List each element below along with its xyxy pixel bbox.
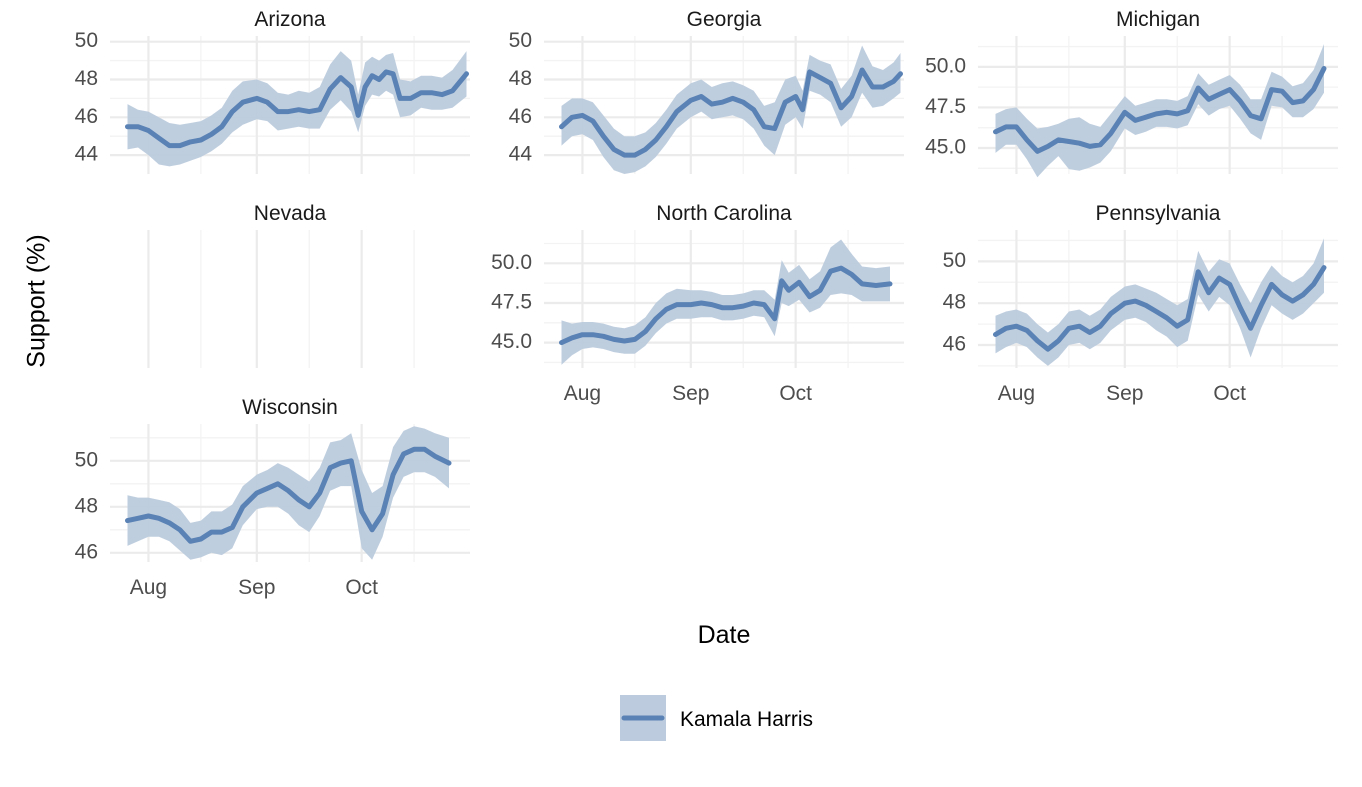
panel-title: Wisconsin: [242, 396, 338, 419]
y-tick-label: 47.5: [925, 95, 966, 118]
panel-title: Michigan: [1116, 8, 1200, 31]
panel-arizona: Arizona 44 46 48 50: [75, 8, 470, 174]
x-tick-label: Aug: [130, 576, 167, 599]
x-tick-label: Oct: [1213, 382, 1246, 405]
confidence-band: [995, 44, 1324, 178]
confidence-band: [995, 238, 1324, 366]
legend-label: Kamala Harris: [680, 708, 813, 731]
panel-pennsylvania: Pennsylvania 46 48 50 Aug Sep Oct: [943, 202, 1338, 405]
y-tick-label: 50: [75, 448, 98, 471]
x-tick-label: Sep: [1106, 382, 1143, 405]
y-tick-label: 50: [75, 29, 98, 52]
x-tick-label: Oct: [345, 576, 378, 599]
trend-line: [559, 265, 893, 346]
trend-line: [559, 67, 903, 158]
y-tick-label: 47.5: [491, 291, 532, 314]
y-tick-label: 48: [943, 291, 966, 314]
y-axis-title: Support (%): [23, 234, 51, 367]
trend-line: [993, 66, 1327, 154]
y-tick-label: 46: [943, 333, 966, 356]
panel-michigan: Michigan 45.0 47.5 50.0: [925, 8, 1338, 178]
x-tick-label: Sep: [672, 382, 709, 405]
y-tick-label: 46: [509, 105, 532, 128]
x-axis-title: Date: [698, 621, 751, 649]
y-tick-label: 50: [509, 29, 532, 52]
panel-title: Pennsylvania: [1096, 202, 1221, 225]
y-tick-label: 45.0: [491, 330, 532, 353]
panel-title: Arizona: [254, 8, 326, 31]
trend-line: [125, 69, 469, 149]
y-tick-label: 46: [75, 540, 98, 563]
y-tick-label: 50.0: [491, 251, 532, 274]
x-tick-label: Aug: [998, 382, 1035, 405]
legend: Kamala Harris: [620, 695, 813, 741]
panel-wisconsin: Wisconsin 46 48 50 Aug Sep Oct: [75, 396, 470, 599]
y-tick-label: 44: [75, 143, 99, 166]
panel-nevada: Nevada: [147, 202, 415, 368]
panel-title: Georgia: [687, 8, 762, 31]
x-tick-label: Aug: [564, 382, 601, 405]
x-tick-label: Oct: [779, 382, 812, 405]
y-tick-label: 48: [75, 67, 98, 90]
y-tick-label: 44: [509, 143, 533, 166]
panel-title: Nevada: [254, 202, 327, 225]
y-tick-label: 50.0: [925, 54, 966, 77]
y-tick-label: 46: [75, 105, 98, 128]
panel-georgia: Georgia 44 46 48 50: [509, 8, 904, 174]
facet-panels: Arizona 44 46 48 50 Georgia 44 46 48 50 Michigan 45…: [75, 8, 1338, 599]
panel-north-carolina: North Carolina 45.0 47.5 50.0 Aug Sep Oct: [491, 202, 904, 405]
y-tick-label: 45.0: [925, 136, 966, 159]
trend-line: [125, 446, 452, 544]
y-tick-label: 48: [75, 494, 98, 517]
x-tick-label: Sep: [238, 576, 275, 599]
y-tick-label: 50: [943, 249, 966, 272]
trend-line: [993, 265, 1327, 352]
panel-title: North Carolina: [656, 202, 792, 225]
y-tick-label: 48: [509, 67, 532, 90]
